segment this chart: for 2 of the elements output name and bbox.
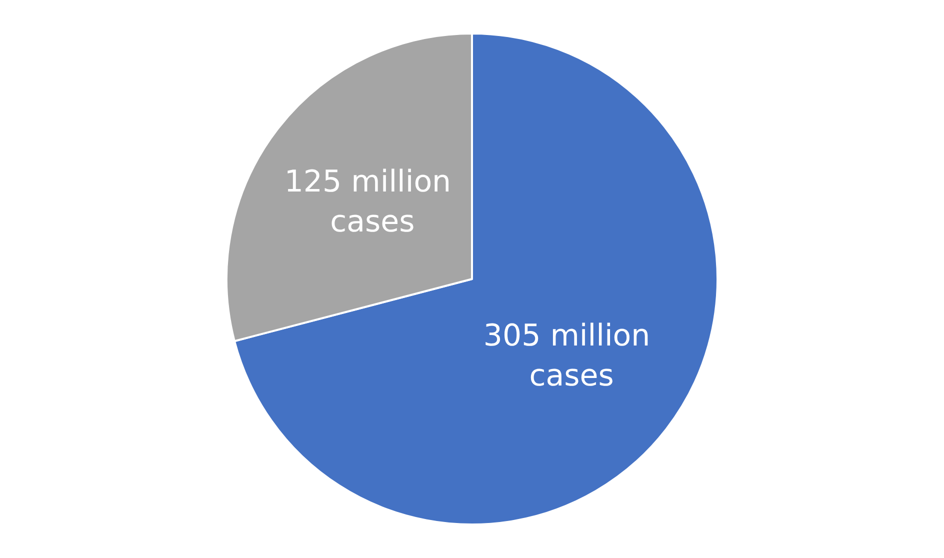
data-label: 125 million cases (284, 164, 461, 240)
data-label: 305 million cases (483, 318, 660, 394)
